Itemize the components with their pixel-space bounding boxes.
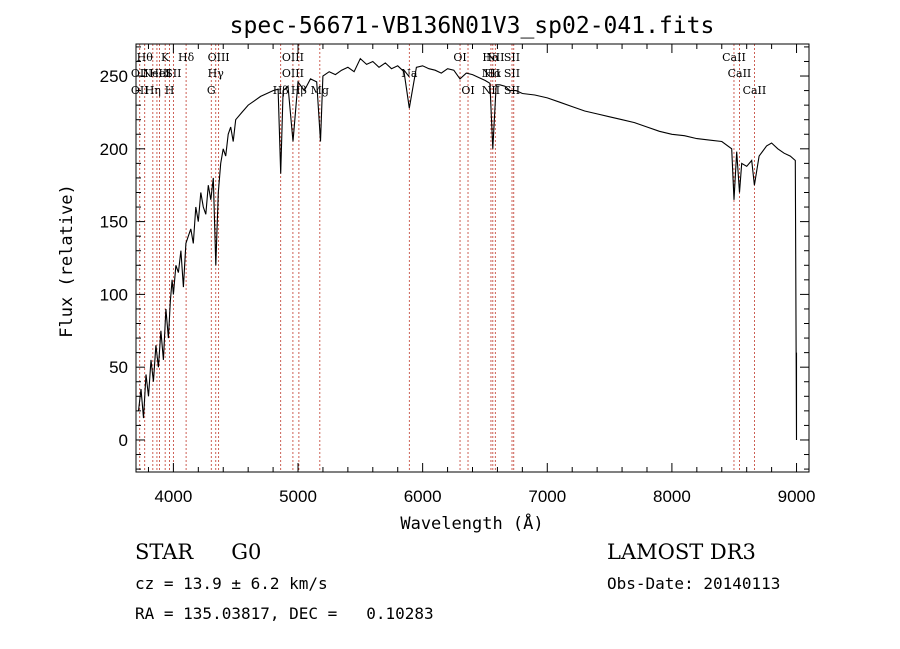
line-label: SII	[504, 67, 520, 80]
y-tick-label: 250	[100, 67, 128, 86]
line-label: OII	[131, 67, 149, 80]
line-label: NII	[486, 51, 504, 64]
x-axis-label: Wavelength (Å)	[400, 512, 543, 534]
y-tick-label: 200	[100, 140, 128, 159]
spectrum-line	[137, 57, 798, 441]
line-label: Mg	[311, 84, 329, 97]
spectral-line-labels: OIIOIIHθHηNeIIIHeIKHSIIHδGHγOIIIHβOIIIOI…	[131, 51, 766, 97]
x-tick-label: 4000	[154, 487, 192, 506]
x-tick-label: 8000	[653, 487, 691, 506]
line-label: Na	[401, 67, 418, 80]
line-label: G	[207, 84, 216, 97]
line-label: Hβ	[273, 84, 289, 97]
object-subclass: G0	[231, 540, 262, 564]
line-label: Hη	[145, 84, 161, 97]
y-tick-label: 150	[100, 213, 128, 232]
line-label: OIII	[208, 51, 230, 64]
line-label: OIII	[282, 51, 304, 64]
x-tick-label: 5000	[279, 487, 317, 506]
x-tick-label: 6000	[404, 487, 442, 506]
line-label: H	[165, 84, 175, 97]
redshift-text: cz = 13.9 ± 6.2 km/s	[135, 574, 328, 593]
line-label: K	[161, 51, 170, 64]
chart-title: spec-56671-VB136N01V3_sp02-041.fits	[230, 13, 715, 39]
y-axis-label: Flux (relative)	[57, 184, 77, 338]
line-label: Hθ	[137, 51, 154, 64]
line-label: SII	[504, 51, 520, 64]
line-label: OI	[453, 51, 466, 64]
line-label: Hγ	[208, 67, 225, 80]
plot-frame	[135, 43, 810, 473]
y-tick-label: 0	[119, 431, 128, 450]
line-label: NII	[482, 67, 500, 80]
line-label: OI	[461, 84, 474, 97]
y-tick-label: 50	[109, 358, 128, 377]
coordinates-text: RA = 135.03817, DEC = 0.10283	[135, 604, 434, 623]
line-label: Hα	[484, 67, 502, 80]
y-axis: 0 50 100 150 200 250	[100, 46, 809, 470]
line-label: SII	[165, 67, 181, 80]
object-class-line: STAR G0	[135, 540, 261, 564]
line-label: OIII	[282, 67, 304, 80]
y-tick-label: 100	[100, 285, 128, 304]
line-label: Hα	[482, 51, 500, 64]
object-class: STAR	[135, 540, 194, 564]
line-label: CaII	[728, 67, 752, 80]
line-label: CaII	[743, 84, 767, 97]
x-tick-label: 9000	[778, 487, 816, 506]
line-label: Hδ	[178, 51, 195, 64]
spectral-line-markers	[139, 44, 755, 472]
line-label: HeI	[149, 67, 169, 80]
survey-name: LAMOST DR3	[607, 540, 756, 564]
x-axis: 4000 5000 6000 7000 8000 9000	[147, 44, 816, 506]
x-tick-label: 7000	[528, 487, 566, 506]
line-label: NeIII	[142, 67, 171, 80]
observation-date: Obs-Date: 20140113	[607, 574, 781, 593]
line-label: Hβ	[291, 84, 307, 97]
line-label: CaII	[722, 51, 746, 64]
